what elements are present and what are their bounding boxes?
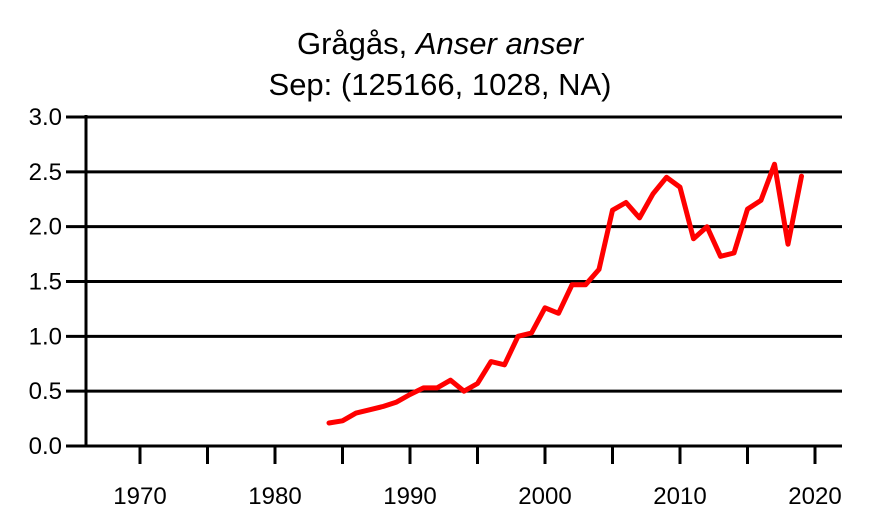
gridlines bbox=[86, 115, 842, 393]
y-axis-ticks: 0.0 0.5 1.0 1.5 2.0 2.5 3.0 bbox=[29, 104, 86, 460]
y-tick-label: 1.0 bbox=[29, 323, 62, 350]
y-tick-label: 2.0 bbox=[29, 214, 62, 241]
title-latin-name: Anser anser bbox=[415, 26, 584, 61]
series-layer bbox=[326, 161, 804, 426]
x-tick-label: 1990 bbox=[383, 483, 436, 510]
x-tick-label: 2000 bbox=[518, 483, 571, 510]
chart-subtitle: Sep: (125166, 1028, NA) bbox=[268, 67, 612, 102]
series-line bbox=[326, 161, 804, 426]
chart-title: Grågås, Anser anser bbox=[0, 28, 880, 59]
y-tick-label: 3.0 bbox=[29, 104, 62, 131]
y-tick-label: 0.5 bbox=[29, 378, 62, 405]
x-tick-label: 2010 bbox=[653, 483, 706, 510]
y-tick-label: 2.5 bbox=[29, 159, 62, 186]
x-axis-ticks: 1970 1980 1990 2000 2010 2020 bbox=[113, 446, 842, 510]
x-tick-label: 1970 bbox=[113, 483, 166, 510]
title-common-name: Grågås, bbox=[296, 26, 416, 61]
x-tick-label: 2020 bbox=[788, 483, 841, 510]
y-tick-label: 1.5 bbox=[29, 269, 62, 296]
y-tick-label: 0.0 bbox=[29, 433, 62, 460]
x-tick-label: 1980 bbox=[248, 483, 301, 510]
